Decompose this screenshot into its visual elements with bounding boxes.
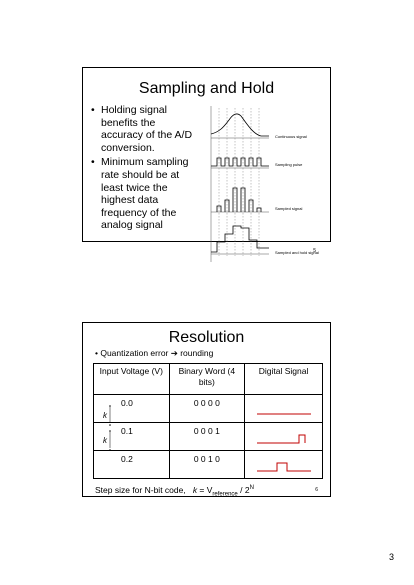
formula-k: k bbox=[192, 485, 198, 495]
sub-bullet: • Quantization error ➔ rounding bbox=[95, 348, 214, 358]
formula-sup: N bbox=[249, 485, 254, 492]
sampling-diagram: Continuous signal Sampling pulse Sampled… bbox=[210, 106, 319, 262]
header-input-voltage: Input Voltage (V) bbox=[93, 363, 170, 395]
k-label: k bbox=[103, 411, 108, 420]
continuous-label: Continuous signal bbox=[275, 134, 307, 139]
step-size-formula: Step size for N-bit code, k = Vreference… bbox=[95, 485, 254, 498]
voltage-value: 0.2 bbox=[121, 454, 133, 464]
slide-title: Resolution bbox=[168, 329, 245, 346]
formula-prefix: Step size for N-bit code, bbox=[95, 485, 186, 495]
header-digital-signal: Digital Signal bbox=[244, 363, 323, 395]
table-row: 0.0 0 0 0 0 bbox=[93, 394, 323, 423]
binary-word-value: 0 0 0 0 bbox=[193, 398, 220, 408]
formula-sub: reference bbox=[212, 491, 238, 498]
slide-resolution: Resolution • Quantization error ➔ roundi… bbox=[82, 322, 331, 498]
sampled-label: Sampled signal bbox=[275, 206, 302, 211]
formula-eq: = V bbox=[197, 485, 213, 495]
header-binary-word: Binary Word (4 bits) bbox=[168, 363, 246, 395]
bullet-item: Holding signal benefits the accuracy of … bbox=[91, 104, 199, 154]
slide-number: 6 bbox=[315, 487, 318, 493]
voltage-value: 0.0 bbox=[121, 398, 133, 408]
page-number: 3 bbox=[388, 552, 394, 562]
digital-signal-0010 bbox=[257, 462, 312, 472]
slide-title: Sampling and Hold bbox=[138, 80, 275, 97]
table-row: 0.1 0 0 0 1 bbox=[93, 422, 323, 451]
formula-div: / 2 bbox=[237, 485, 250, 495]
bullet-list: Holding signal benefits the accuracy of … bbox=[91, 104, 199, 234]
slide-sampling-and-hold: Sampling and Hold Holding signal benefit… bbox=[82, 67, 331, 262]
voltage-value: 0.1 bbox=[121, 426, 133, 436]
digital-signal-0001 bbox=[257, 434, 306, 444]
binary-word-value: 0 0 1 0 bbox=[193, 454, 220, 464]
k-label: k bbox=[103, 436, 108, 445]
digital-signal-0000 bbox=[257, 413, 312, 415]
step-markers: k k bbox=[103, 405, 111, 451]
held-label: Sampled and hold signal bbox=[275, 250, 319, 255]
pulses-label: Sampling pulse bbox=[275, 162, 303, 167]
table-row: 0.2 0 0 1 0 bbox=[93, 450, 323, 479]
sub-bullet-text: Quantization error ➔ rounding bbox=[100, 348, 214, 358]
resolution-table: Input Voltage (V) Binary Word (4 bits) D… bbox=[93, 363, 323, 479]
bullet-item: Minimum sampling rate should be at least… bbox=[91, 156, 199, 232]
binary-word-value: 0 0 0 1 bbox=[193, 426, 220, 436]
slide-number: 5 bbox=[313, 248, 316, 254]
